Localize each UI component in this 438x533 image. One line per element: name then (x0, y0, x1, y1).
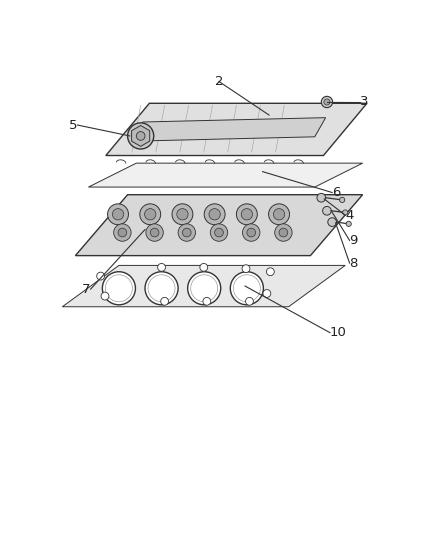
Circle shape (148, 275, 175, 302)
Circle shape (106, 275, 132, 302)
Circle shape (209, 208, 220, 220)
Circle shape (266, 268, 274, 276)
Circle shape (101, 292, 109, 300)
Polygon shape (106, 103, 367, 156)
Text: VIPER: VIPER (226, 124, 260, 138)
Text: 9: 9 (350, 234, 358, 247)
Circle shape (127, 123, 154, 149)
Circle shape (246, 297, 253, 305)
Circle shape (343, 210, 348, 215)
Text: 2: 2 (215, 75, 223, 88)
Text: 8: 8 (350, 256, 358, 270)
Circle shape (191, 275, 218, 302)
Circle shape (204, 204, 225, 225)
Circle shape (263, 289, 271, 297)
Circle shape (339, 197, 345, 203)
Circle shape (118, 228, 127, 237)
Circle shape (113, 208, 124, 220)
Circle shape (233, 275, 260, 302)
Circle shape (241, 208, 253, 220)
Circle shape (145, 208, 156, 220)
Circle shape (146, 224, 163, 241)
Circle shape (140, 204, 161, 225)
Circle shape (114, 224, 131, 241)
Circle shape (203, 297, 211, 305)
Circle shape (215, 228, 223, 237)
Text: 5: 5 (69, 118, 78, 132)
Polygon shape (131, 125, 150, 147)
Circle shape (102, 272, 135, 305)
Circle shape (268, 204, 290, 225)
Circle shape (177, 208, 188, 220)
Circle shape (242, 265, 250, 272)
Circle shape (183, 228, 191, 237)
Text: 7: 7 (82, 282, 91, 296)
Text: 3: 3 (360, 95, 369, 109)
Circle shape (247, 228, 255, 237)
Circle shape (161, 297, 169, 305)
Polygon shape (88, 163, 363, 187)
Circle shape (136, 132, 145, 140)
Circle shape (346, 221, 351, 227)
Circle shape (328, 218, 336, 227)
Circle shape (108, 204, 128, 225)
Polygon shape (134, 118, 325, 141)
Circle shape (210, 224, 228, 241)
Text: 4: 4 (345, 208, 353, 222)
Circle shape (322, 206, 331, 215)
Circle shape (187, 272, 221, 305)
Circle shape (275, 224, 292, 241)
Circle shape (158, 263, 166, 271)
Circle shape (97, 272, 105, 280)
Circle shape (243, 224, 260, 241)
Circle shape (178, 224, 195, 241)
Circle shape (230, 272, 263, 305)
Circle shape (200, 263, 208, 271)
Circle shape (237, 204, 257, 225)
Text: 6: 6 (332, 186, 340, 199)
Polygon shape (62, 265, 345, 307)
Circle shape (324, 99, 330, 105)
Polygon shape (75, 195, 363, 256)
Circle shape (273, 208, 285, 220)
Circle shape (172, 204, 193, 225)
Circle shape (317, 193, 325, 202)
Circle shape (150, 228, 159, 237)
Circle shape (279, 228, 288, 237)
Circle shape (145, 272, 178, 305)
Circle shape (321, 96, 332, 108)
Text: 10: 10 (330, 326, 347, 339)
